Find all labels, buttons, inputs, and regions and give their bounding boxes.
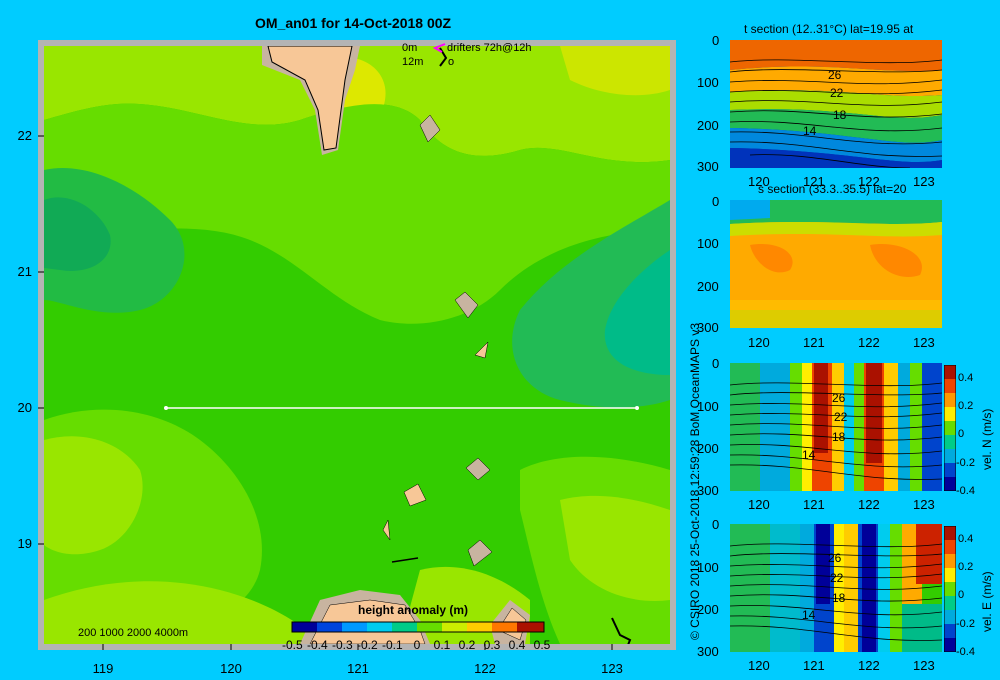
- ve-lon-121: 121: [803, 658, 825, 673]
- ve-cb-tick: -0.2: [956, 618, 975, 630]
- ve-depth-0: 0: [712, 517, 720, 532]
- depth-scale-bar: 200 1000 2000 4000m: [78, 627, 189, 639]
- ve-cb-tick: 0.2: [958, 561, 974, 573]
- t-depth-200: 200: [697, 118, 719, 133]
- vn-lon-121: 121: [803, 497, 825, 512]
- vel-n-section-plot: [730, 363, 942, 491]
- section-line: [164, 406, 639, 410]
- ve-cb-tick: 0: [958, 589, 965, 601]
- t-contour-22: 22: [830, 86, 844, 100]
- ve-lon-123: 123: [913, 658, 935, 673]
- vel-e-section-plot: [730, 524, 942, 652]
- map-canvas: [38, 40, 676, 650]
- vn-lon-122: 122: [858, 497, 880, 512]
- legend-drifters: drifters 72h@12h: [447, 42, 532, 54]
- lon-tick-120: 120: [220, 661, 242, 676]
- t-contour-14: 14: [803, 124, 817, 138]
- t-contour-18: 18: [833, 108, 847, 122]
- s-lon-120: 120: [748, 335, 770, 350]
- t-lon-121: 121: [803, 174, 825, 189]
- s-lon-122: 122: [858, 335, 880, 350]
- lat-tick-19: 19: [17, 536, 32, 551]
- height-anomaly-colorbar: [291, 621, 545, 633]
- legend-depth-12: 12m: [402, 56, 424, 68]
- cb-tick: 0.5: [533, 638, 551, 652]
- lon-tick-122: 122: [474, 661, 496, 676]
- lat-tick-20: 20: [17, 400, 32, 415]
- ve-contour-18: 18: [832, 591, 846, 605]
- vn-depth-0: 0: [712, 356, 720, 371]
- colorbar-title: height anomaly (m): [358, 603, 469, 617]
- map-title: OM_an01 for 14-Oct-2018 00Z: [255, 15, 452, 31]
- ve-depth-100: 100: [697, 560, 719, 575]
- lat-tick-22: 22: [17, 128, 32, 143]
- vn-contour-22: 22: [834, 410, 848, 424]
- sea-height-field: [44, 46, 670, 644]
- cb-tick: 0.1: [433, 638, 451, 652]
- vn-cb-tick: -0.4: [956, 485, 975, 497]
- t-depth-300: 300: [697, 159, 719, 174]
- vn-depth-200: 200: [697, 441, 719, 456]
- vn-lon-123: 123: [913, 497, 935, 512]
- t-lon-122: 122: [858, 174, 880, 189]
- cb-tick: -0.5: [282, 638, 303, 652]
- panel-title-t: t section (12..31°C) lat=19.95 at: [744, 22, 914, 36]
- vn-contour-26: 26: [832, 391, 846, 405]
- s-lon-121: 121: [803, 335, 825, 350]
- t-depth-0: 0: [712, 33, 720, 48]
- t-depth-100: 100: [697, 75, 719, 90]
- vel-n-colorbar: [944, 365, 956, 491]
- s-section-plot: [730, 200, 942, 328]
- vn-cb-tick: 0.2: [958, 400, 974, 412]
- s-depth-300: 300: [697, 320, 719, 335]
- t-section-plot: [730, 40, 942, 168]
- vertical-caption: © CSIRO 2018 25-Oct-2018 12:59:28 BoM Oc…: [688, 322, 702, 640]
- vn-contour-18: 18: [832, 430, 846, 444]
- vn-cb-tick: 0: [958, 428, 965, 440]
- legend-depth-0: 0m: [402, 42, 418, 54]
- cb-tick: 0.2: [458, 638, 476, 652]
- s-lon-123: 123: [913, 335, 935, 350]
- cb-tick: -0.2: [357, 638, 378, 652]
- ve-cb-label: vel. E (m/s): [980, 571, 994, 632]
- vn-depth-300: 300: [697, 483, 719, 498]
- legend-drifter-symbol: o: [448, 56, 455, 68]
- cb-tick: -0.4: [307, 638, 328, 652]
- cb-tick: -0.3: [332, 638, 353, 652]
- s-depth-200: 200: [697, 279, 719, 294]
- ve-lon-122: 122: [858, 658, 880, 673]
- cb-tick: 0: [413, 638, 421, 652]
- vn-contour-14: 14: [802, 448, 816, 462]
- ve-cb-tick: -0.4: [956, 646, 975, 658]
- vel-e-colorbar: [944, 526, 956, 652]
- vn-cb-tick: -0.2: [956, 457, 975, 469]
- s-depth-100: 100: [697, 236, 719, 251]
- ve-depth-300: 300: [697, 644, 719, 659]
- vn-cb-label: vel. N (m/s): [980, 408, 994, 470]
- ve-depth-200: 200: [697, 602, 719, 617]
- ve-contour-26: 26: [828, 551, 842, 565]
- ve-contour-22: 22: [830, 571, 844, 585]
- lon-tick-123: 123: [601, 661, 623, 676]
- vn-lon-120: 120: [748, 497, 770, 512]
- vn-cb-tick: 0.4: [958, 372, 974, 384]
- cb-tick: -0.1: [382, 638, 403, 652]
- ve-cb-tick: 0.4: [958, 533, 974, 545]
- land-taiwan: [267, 46, 353, 151]
- ve-contour-14: 14: [802, 608, 816, 622]
- ve-lon-120: 120: [748, 658, 770, 673]
- cb-tick: 0.4: [508, 638, 526, 652]
- t-contour-26: 26: [828, 68, 842, 82]
- cb-tick: 0.3: [483, 638, 501, 652]
- lon-tick-121: 121: [347, 661, 369, 676]
- t-lon-123: 123: [913, 174, 935, 189]
- lat-tick-21: 21: [17, 264, 32, 279]
- panel-title-s: s section (33.3..35.5) lat=20: [758, 182, 907, 196]
- vn-depth-100: 100: [697, 399, 719, 414]
- s-depth-0: 0: [712, 194, 720, 209]
- lon-tick-119: 119: [92, 661, 114, 676]
- t-lon-120: 120: [748, 174, 770, 189]
